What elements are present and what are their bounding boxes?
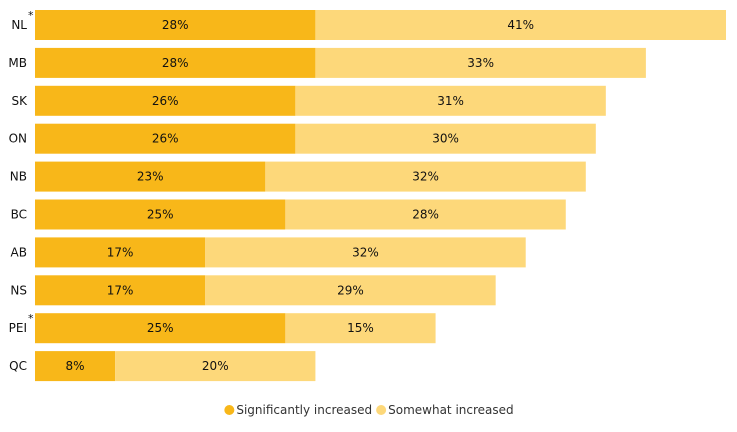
- bars-group: NL*28% 41%MB 28% 33%SK 26% 31%ON 26% 30%NB 23% 32…: [8, 9, 726, 382]
- legend-label: Somewhat increased: [388, 403, 514, 417]
- data-label: 28%: [162, 18, 189, 32]
- category-label: NB: [10, 170, 27, 184]
- data-label: 23%: [137, 170, 164, 184]
- category-label: ON: [9, 132, 27, 146]
- data-label: 28%: [162, 56, 189, 70]
- bar-significantly-increased: [35, 351, 116, 382]
- data-label: 30%: [432, 132, 459, 146]
- data-label: 32%: [352, 245, 379, 259]
- data-label: 20%: [202, 359, 229, 373]
- category-label: NS: [10, 283, 27, 297]
- bar-significantly-increased: [35, 10, 316, 40]
- data-label: 17%: [107, 283, 134, 297]
- bar-significantly-increased: [35, 47, 316, 78]
- bar-somewhat-increased: [295, 85, 606, 116]
- bar-significantly-increased: [35, 161, 266, 192]
- data-label: 8%: [66, 359, 85, 373]
- data-label: 17%: [107, 245, 134, 259]
- category-label: MB: [8, 56, 27, 70]
- bar-somewhat-increased: [265, 161, 586, 192]
- data-label: 25%: [147, 208, 174, 222]
- data-label: 41%: [507, 18, 534, 32]
- bar-somewhat-increased: [205, 275, 496, 306]
- data-label: 28%: [412, 208, 439, 222]
- bar-somewhat-increased: [295, 123, 596, 154]
- bar-significantly-increased: [35, 199, 286, 230]
- bar-somewhat-increased: [315, 47, 646, 78]
- category-label: NL: [11, 18, 27, 32]
- legend: Significantly increased Somewhat increase…: [224, 403, 514, 417]
- bar-significantly-increased: [35, 313, 286, 344]
- legend-label: Significantly increased: [236, 403, 372, 417]
- category-label: AB: [11, 245, 27, 259]
- data-label: 32%: [412, 170, 439, 184]
- category-label: SK: [12, 94, 29, 108]
- bar-somewhat-increased: [285, 313, 436, 344]
- bar-somewhat-increased: [115, 351, 316, 382]
- category-label: BC: [11, 208, 27, 222]
- category-label: PEI: [9, 321, 27, 335]
- bar-significantly-increased: [35, 123, 296, 154]
- bar-somewhat-increased: [285, 199, 566, 230]
- data-label: 26%: [152, 94, 179, 108]
- bar-significantly-increased: [35, 275, 206, 306]
- bar-significantly-increased: [35, 237, 206, 268]
- bar-somewhat-increased: [205, 237, 526, 268]
- bar-somewhat-increased: [315, 10, 726, 40]
- category-note-marker: *: [28, 312, 34, 325]
- category-label: QC: [9, 359, 27, 373]
- data-label: 29%: [337, 283, 364, 297]
- data-label: 25%: [147, 321, 174, 335]
- bar-significantly-increased: [35, 85, 296, 116]
- legend-swatch-significantly-increased: [224, 405, 235, 415]
- legend-swatch-somewhat-increased: [376, 405, 387, 415]
- category-note-marker: *: [28, 9, 34, 22]
- data-label: 31%: [437, 94, 464, 108]
- data-label: 26%: [152, 132, 179, 146]
- data-label: 15%: [347, 321, 374, 335]
- data-label: 33%: [467, 56, 494, 70]
